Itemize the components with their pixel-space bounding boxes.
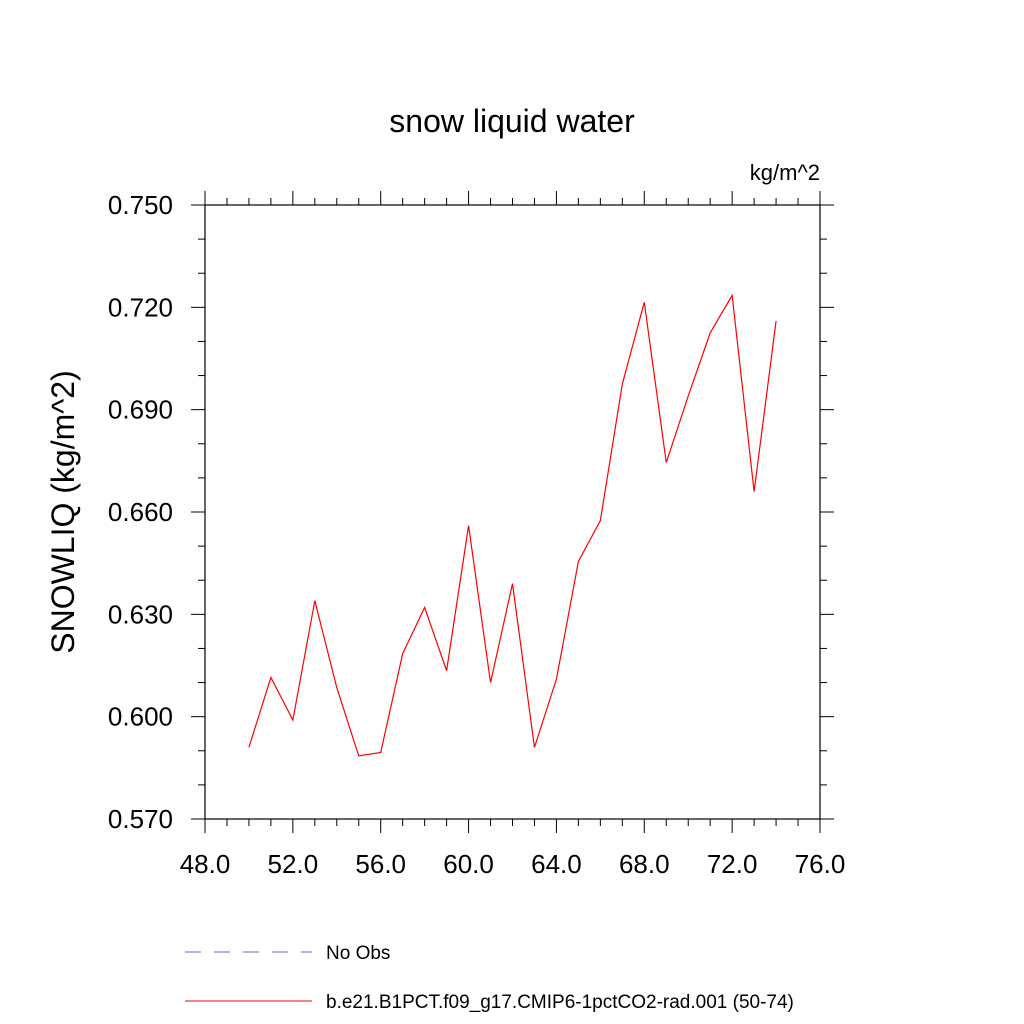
legend: No Obs b.e21.B1PCT.f09_g17.CMIP6-1pctCO2…: [185, 943, 794, 1013]
y-tick-label: 0.570: [108, 804, 173, 834]
axis-ticks: [191, 191, 834, 833]
x-tick-label: 48.0: [180, 849, 231, 879]
legend-label-model: b.e21.B1PCT.f09_g17.CMIP6-1pctCO2-rad.00…: [326, 992, 794, 1013]
y-tick-label: 0.630: [108, 599, 173, 629]
y-tick-label: 0.690: [108, 395, 173, 425]
x-tick-label: 68.0: [619, 849, 670, 879]
x-tick-labels: 48.0 52.0 56.0 60.0 64.0 68.0 72.0 76.0: [180, 849, 846, 879]
y-tick-label: 0.660: [108, 497, 173, 527]
y-tick-label: 0.750: [108, 190, 173, 220]
y-axis-label: SNOWLIQ (kg/m^2): [45, 370, 81, 653]
series-lines: [248, 293, 777, 757]
legend-label-no-obs: No Obs: [326, 943, 390, 964]
y-tick-label: 0.600: [108, 702, 173, 732]
chart-title: snow liquid water: [389, 103, 635, 139]
series-line-0: [248, 293, 777, 757]
x-tick-label: 52.0: [268, 849, 319, 879]
x-tick-label: 76.0: [795, 849, 846, 879]
x-tick-label: 72.0: [707, 849, 758, 879]
y-tick-labels: 0.570 0.600 0.630 0.660 0.690 0.720 0.750: [108, 190, 173, 834]
x-tick-label: 64.0: [531, 849, 582, 879]
plot-frame: [204, 204, 821, 820]
units-label: kg/m^2: [750, 160, 820, 185]
x-tick-label: 60.0: [443, 849, 494, 879]
x-tick-label: 56.0: [355, 849, 406, 879]
y-tick-label: 0.720: [108, 292, 173, 322]
